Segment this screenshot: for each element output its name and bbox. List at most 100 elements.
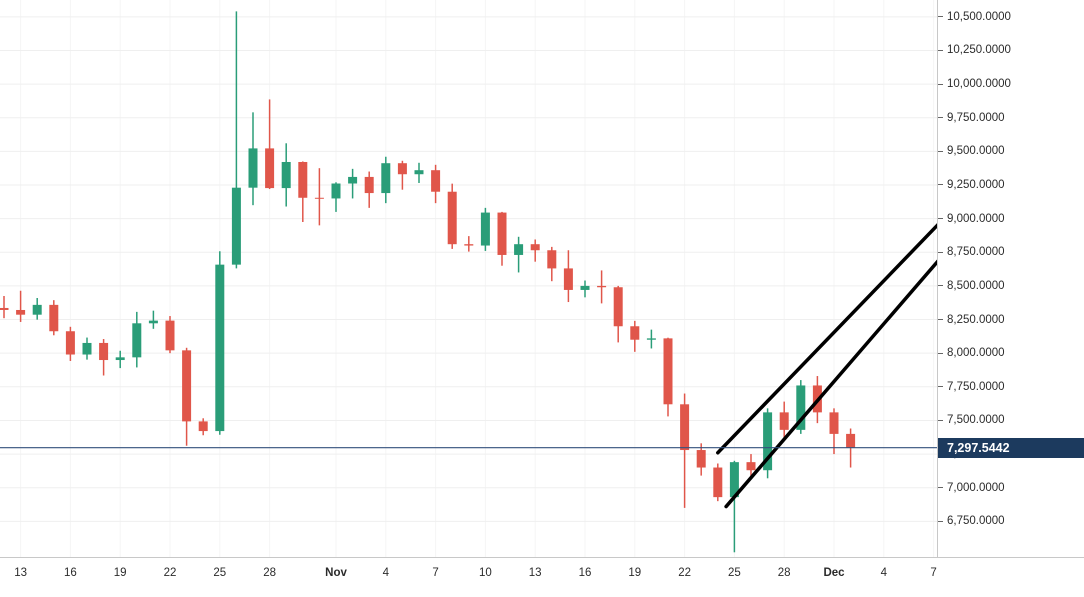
y-tick-label: 7,750.0000 [947,380,1005,393]
candle[interactable] [331,182,341,212]
y-tick-label: 9,500.0000 [947,145,1005,158]
candle[interactable] [514,236,524,273]
candle[interactable] [696,443,706,476]
candle[interactable] [148,310,158,329]
y-axis-tick: 9,750.0000 [938,111,1005,125]
candle[interactable] [713,463,723,502]
candle[interactable] [580,280,590,298]
candle[interactable] [0,295,9,319]
candle-body [580,285,590,290]
candle[interactable] [680,393,690,508]
candle[interactable] [497,211,507,266]
current-price-badge: 7,297.5442 [938,437,1084,458]
candle[interactable] [99,339,109,376]
y-tick-label: 10,500.0000 [947,10,1011,23]
candle-body [597,285,607,288]
candle[interactable] [547,246,557,282]
candle-body [547,250,557,269]
candle[interactable] [82,337,92,360]
x-axis-tick-label: 19 [628,567,642,579]
trend-line-lower[interactable] [724,259,937,509]
chart-svg[interactable] [0,0,937,557]
chart-plot-area[interactable] [0,0,937,557]
candle[interactable] [480,207,490,251]
trend-line-upper[interactable] [716,223,937,455]
candle[interactable] [464,236,474,252]
candle-body [397,163,407,175]
candle[interactable] [16,290,26,322]
candle[interactable] [265,99,275,190]
candle[interactable] [165,316,175,354]
candle-body [49,304,59,332]
y-tick-label: 9,250.0000 [947,178,1005,191]
candle[interactable] [763,408,773,479]
y-tick-mark [938,520,943,522]
candle-body [198,421,208,432]
y-tick-label: 10,250.0000 [947,44,1011,57]
candle[interactable] [829,408,839,455]
candle[interactable] [198,418,208,436]
y-tick-label: 7,500.0000 [947,414,1005,427]
candle[interactable] [613,285,623,343]
candle[interactable] [281,143,291,207]
candle[interactable] [132,311,142,368]
candle-body [630,326,640,340]
candle[interactable] [65,326,75,361]
candle[interactable] [729,460,739,553]
candle[interactable] [364,171,374,208]
candle-body [663,338,673,405]
candle[interactable] [215,251,225,435]
candle-body [298,161,308,198]
candle[interactable] [348,168,358,199]
candle[interactable] [32,298,42,320]
candle-body [132,323,142,358]
y-tick-label: 8,750.0000 [947,246,1005,259]
candle-body [165,320,175,351]
candle-body [829,412,839,434]
y-tick-mark [938,117,943,119]
y-axis-tick: 8,500.0000 [938,279,1005,293]
candle[interactable] [248,112,258,206]
y-tick-label: 8,500.0000 [947,279,1005,292]
candle-body [779,412,789,430]
x-axis-tick-label: 13 [528,567,542,579]
candle-body [348,176,358,184]
candle-body [182,350,192,422]
candle[interactable] [563,250,573,303]
candle[interactable] [431,164,441,204]
candle[interactable] [314,168,324,226]
y-tick-mark [938,419,943,421]
candle[interactable] [231,11,241,269]
candle[interactable] [779,401,789,438]
candle[interactable] [630,320,640,352]
candle[interactable] [397,160,407,190]
candle[interactable] [115,350,125,369]
candle[interactable] [447,183,457,249]
candle[interactable] [597,270,607,304]
time-axis[interactable]: 13 16 19 22 25 28 Nov 4 7 10 13 16 19 22 25 28 Dec 4 7 [0,557,1084,597]
x-axis-tick-label: 16 [63,567,77,579]
candle-body [796,385,806,430]
candle-body [729,462,739,498]
candle[interactable] [530,239,540,262]
candle[interactable] [182,347,192,446]
candle[interactable] [49,300,59,336]
candle-body [265,148,275,189]
y-axis-tick: 7,500.0000 [938,413,1005,427]
price-axis[interactable]: 6,750.00007,000.00007,250.00007,500.0000… [937,0,1084,557]
x-axis-tick-label: 7 [930,567,937,579]
candle[interactable] [796,380,806,434]
y-axis-tick: 7,000.0000 [938,481,1005,495]
candle[interactable] [381,156,391,204]
candle[interactable] [298,161,308,222]
candle-body [248,148,258,188]
candle[interactable] [663,337,673,417]
candle[interactable] [646,329,656,349]
y-tick-mark [938,49,943,51]
candle[interactable] [414,162,424,183]
candle-body [530,244,540,251]
y-axis-tick: 6,750.0000 [938,514,1005,528]
candle-body [99,342,109,361]
candle[interactable] [746,454,756,477]
candle-body [480,212,490,246]
